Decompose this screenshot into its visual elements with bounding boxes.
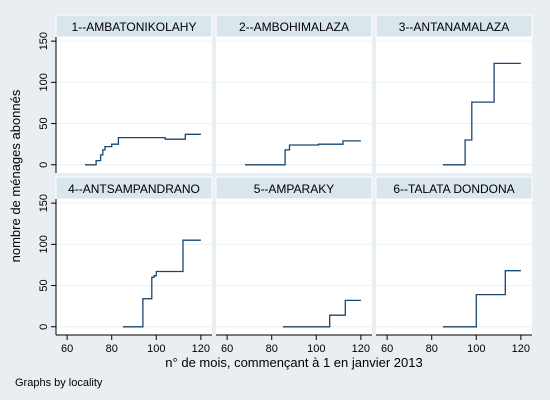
x-tick-label: 100 [307,343,325,355]
x-tick-label: 120 [192,343,210,355]
x-tick-label: 80 [426,343,438,355]
y-tick-label: 150 [38,32,50,50]
series-line [442,270,521,328]
x-tick-label: 60 [381,343,393,355]
plot-region [56,199,212,335]
facet-panel-4: 4--ANTSAMPANDRANO 0 50 100 150 60 80 100 120 [38,176,213,355]
series-line [85,133,201,166]
graphs-by-note: Graphs by locality [15,377,103,389]
facet-panel-5: 5--AMPARAKY 60 80 100 120 [215,176,373,355]
facet-panel-3: 3--ANTANAMALAZA [375,14,533,173]
y-tick-label: 50 [38,117,50,129]
x-tick-label: 80 [106,343,118,355]
x-tick-label: 120 [512,343,530,355]
y-tick-label: 100 [38,73,50,91]
series-line [122,239,201,328]
facet-panel-1: 1--AMBATONIKOLAHY 0 50 100 150 [38,14,213,173]
panel-title: 5--AMPARAKY [254,182,334,196]
plot-region [216,199,372,335]
series-line [282,299,361,328]
y-tick-label: 100 [38,235,50,253]
panel-title: 2--AMBOHIMALAZA [239,20,349,34]
y-axis-title: nombre de ménages abonnés [8,89,23,262]
x-tick-label: 100 [467,343,485,355]
panel-title: 3--ANTANAMALAZA [399,20,509,34]
facet-panel-6: 6--TALATA DONDONA 60 80 100 120 [375,176,533,355]
y-tick-label: 150 [38,194,50,212]
y-tick-label: 50 [38,279,50,291]
y-tick-label: 0 [38,162,50,168]
panel-title: 1--AMBATONIKOLAHY [72,20,197,34]
panel-title: 6--TALATA DONDONA [393,182,514,196]
y-tick-label: 0 [38,324,50,330]
x-tick-label: 60 [61,343,73,355]
x-tick-label: 60 [221,343,233,355]
x-axis-title: n° de mois, commençant à 1 en janvier 20… [165,355,422,370]
plot-region [376,37,532,173]
plot-region [56,37,212,173]
series-line [245,140,361,166]
plot-region [216,37,372,173]
series-line [442,62,521,166]
plot-region [376,199,532,335]
x-tick-label: 120 [352,343,370,355]
x-tick-label: 100 [147,343,165,355]
facet-panel-2: 2--AMBOHIMALAZA [215,14,373,173]
x-tick-label: 80 [266,343,278,355]
panel-title: 4--ANTSAMPANDRANO [68,182,200,196]
